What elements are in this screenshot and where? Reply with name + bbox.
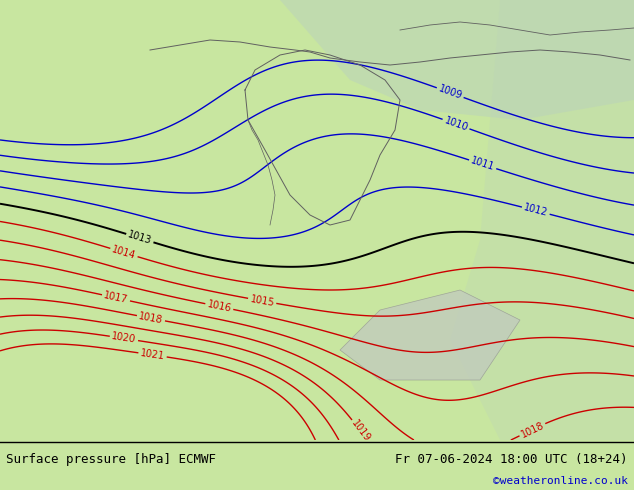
Text: 1015: 1015: [249, 294, 275, 308]
Polygon shape: [340, 290, 520, 380]
Text: 1009: 1009: [437, 84, 463, 101]
Polygon shape: [280, 0, 634, 120]
Text: 1017: 1017: [103, 291, 129, 305]
Polygon shape: [450, 0, 634, 440]
Text: Fr 07-06-2024 18:00 UTC (18+24): Fr 07-06-2024 18:00 UTC (18+24): [395, 452, 628, 466]
Text: 1010: 1010: [443, 115, 469, 133]
Text: 1018: 1018: [519, 420, 545, 440]
Text: Surface pressure [hPa] ECMWF: Surface pressure [hPa] ECMWF: [6, 452, 216, 466]
Text: 1011: 1011: [469, 156, 496, 173]
Text: ©weatheronline.co.uk: ©weatheronline.co.uk: [493, 476, 628, 486]
Text: 1020: 1020: [111, 332, 137, 345]
Text: 1021: 1021: [139, 348, 165, 362]
Text: 1014: 1014: [111, 244, 137, 261]
Text: 1019: 1019: [349, 418, 372, 444]
Text: 1018: 1018: [138, 311, 164, 325]
Text: 1012: 1012: [522, 203, 549, 219]
Text: 1016: 1016: [206, 299, 232, 314]
Text: 1013: 1013: [127, 230, 153, 246]
